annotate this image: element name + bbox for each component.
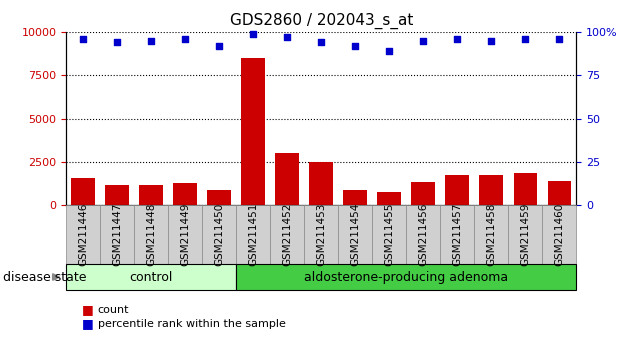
Point	[248, 31, 258, 36]
Point	[350, 43, 360, 48]
Bar	[445, 175, 469, 205]
Text: GSM211453: GSM211453	[316, 203, 326, 266]
Text: GSM211459: GSM211459	[520, 203, 530, 266]
Bar	[377, 192, 401, 205]
Bar	[411, 182, 435, 205]
Point	[452, 36, 462, 42]
Point	[112, 39, 122, 45]
Text: GSM211456: GSM211456	[418, 203, 428, 266]
Bar	[173, 183, 197, 205]
Text: control: control	[130, 270, 173, 284]
Bar	[71, 178, 95, 205]
Text: GSM211447: GSM211447	[112, 203, 122, 266]
Text: GSM211451: GSM211451	[248, 203, 258, 266]
Point	[384, 48, 394, 54]
Point	[486, 38, 496, 44]
Point	[214, 43, 224, 48]
Bar	[309, 162, 333, 205]
Bar	[547, 181, 571, 205]
Bar	[139, 185, 163, 205]
Text: GSM211448: GSM211448	[146, 203, 156, 266]
Text: disease state: disease state	[3, 270, 87, 284]
Bar	[207, 190, 231, 205]
Text: GSM211449: GSM211449	[180, 203, 190, 266]
Text: GSM211455: GSM211455	[384, 203, 394, 266]
Point	[418, 38, 428, 44]
Text: aldosterone-producing adenoma: aldosterone-producing adenoma	[304, 270, 508, 284]
Point	[78, 36, 88, 42]
Text: GSM211450: GSM211450	[214, 203, 224, 266]
Text: GSM211458: GSM211458	[486, 203, 496, 266]
Text: ■: ■	[82, 303, 94, 316]
Bar	[275, 153, 299, 205]
Text: GSM211452: GSM211452	[282, 203, 292, 266]
Point	[520, 36, 530, 42]
Text: count: count	[98, 305, 129, 315]
Point	[282, 34, 292, 40]
Text: GSM211457: GSM211457	[452, 203, 462, 266]
Bar	[513, 173, 537, 205]
Text: GSM211446: GSM211446	[78, 203, 88, 266]
Text: GSM211460: GSM211460	[554, 203, 564, 266]
Bar	[105, 184, 129, 205]
Bar	[479, 175, 503, 205]
Point	[146, 38, 156, 44]
Title: GDS2860 / 202043_s_at: GDS2860 / 202043_s_at	[229, 13, 413, 29]
Bar	[343, 190, 367, 205]
Text: percentile rank within the sample: percentile rank within the sample	[98, 319, 285, 329]
Text: GSM211454: GSM211454	[350, 203, 360, 266]
Point	[180, 36, 190, 42]
Bar	[241, 58, 265, 205]
Point	[316, 39, 326, 45]
Point	[554, 36, 564, 42]
Text: ■: ■	[82, 318, 94, 330]
